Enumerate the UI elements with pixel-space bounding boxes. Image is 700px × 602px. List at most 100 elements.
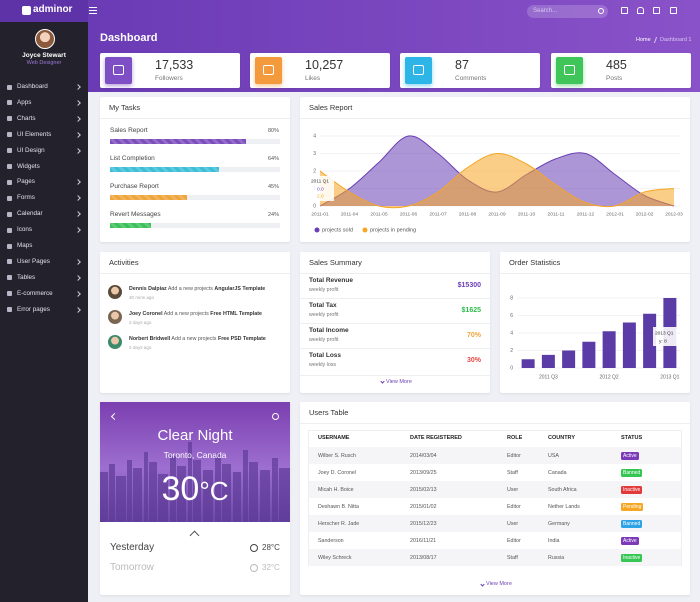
weather-day-icon — [250, 564, 258, 572]
progress-track — [110, 195, 280, 200]
menu-item[interactable]: Pages — [0, 175, 88, 189]
building — [272, 458, 278, 522]
top-icon[interactable] — [621, 7, 628, 14]
table-row-bg — [309, 447, 681, 464]
menu-label: Tables — [17, 273, 36, 281]
stat-label: Followers — [155, 75, 183, 82]
menu-item[interactable]: Calendar — [0, 207, 88, 221]
table-cell: Wilber S. Rusch — [318, 453, 356, 459]
menu-arrow — [75, 259, 81, 265]
summary-value: 30% — [466, 357, 481, 364]
building — [158, 474, 168, 522]
menu-item[interactable]: Dashboard — [0, 80, 88, 94]
summary-more-chevron — [380, 379, 385, 384]
summary-label: Total Income — [309, 327, 349, 334]
table-row-bg — [309, 464, 681, 481]
status-badge: Banned — [621, 520, 643, 528]
table-header: ROLE — [507, 435, 523, 441]
top-icon[interactable] — [637, 7, 644, 14]
building — [260, 470, 270, 522]
progress-bar — [110, 223, 151, 228]
menu-item[interactable]: E-commerce — [0, 287, 88, 301]
menu-arrow — [75, 84, 81, 90]
table-header: DATE REGISTERED — [410, 435, 462, 441]
table-cell: Staff — [507, 470, 518, 476]
table-cell: Editor — [507, 453, 521, 459]
menu-label: Apps — [17, 98, 32, 106]
card-title: Users Table — [309, 408, 349, 417]
summary-more-divider — [300, 375, 490, 376]
brand-bar — [0, 0, 88, 22]
table-header: COUNTRY — [548, 435, 575, 441]
status-badge: Inactive — [621, 554, 643, 562]
menu-item[interactable]: Apps — [0, 96, 88, 110]
top-icon[interactable] — [653, 7, 660, 14]
view-more-link[interactable]: View More — [486, 581, 512, 587]
progress-track — [110, 223, 280, 228]
menu-arrow — [75, 179, 81, 186]
weather-day-temp: 32°C — [262, 563, 280, 572]
menu-arrow — [75, 211, 81, 218]
table-cell: 2013/08/17 — [410, 555, 437, 561]
card: 10,257 Likes — [250, 53, 390, 88]
avatar — [35, 29, 55, 49]
stat-value: 485 — [606, 58, 627, 72]
menu-label: Calendar — [17, 210, 43, 218]
table-row-bg — [309, 515, 681, 532]
menu-toggle[interactable] — [89, 7, 97, 14]
task-percent: 64% — [267, 156, 279, 162]
top-icon[interactable] — [670, 7, 677, 14]
activity-item: Free HTML Template — [210, 311, 262, 317]
activity-text: Norbert Bridwell Add a new projects Free… — [129, 336, 266, 342]
table-cell: User — [507, 487, 519, 493]
search-box[interactable]: Search... — [527, 5, 608, 18]
table-cell: South Africa — [548, 487, 577, 493]
menu-item[interactable]: Maps — [0, 239, 88, 253]
building — [193, 460, 201, 522]
building — [116, 476, 126, 522]
weather-day: Yesterday — [110, 542, 155, 553]
building — [100, 472, 108, 522]
view-more-link[interactable]: View More — [386, 379, 412, 385]
building — [233, 472, 241, 522]
weather-toggle[interactable] — [189, 530, 200, 541]
building — [177, 466, 186, 522]
menu-item[interactable]: Charts — [0, 112, 88, 126]
menu-item[interactable]: User Pages — [0, 255, 88, 269]
building — [144, 452, 148, 522]
building — [127, 460, 132, 522]
activity-item: Free PSD Template — [217, 336, 266, 342]
menu-item[interactable]: Tables — [0, 271, 88, 285]
menu-item[interactable]: UI Elements — [0, 128, 88, 142]
table-cell: 2014/03/04 — [410, 453, 437, 459]
menu-item[interactable]: Icons — [0, 223, 88, 237]
building — [243, 450, 248, 522]
menu-item[interactable]: Error pages — [0, 303, 88, 317]
menu-icon — [7, 164, 12, 169]
activity-user: Joey Coronel — [129, 311, 163, 317]
menu-arrow — [75, 147, 81, 154]
menu-item[interactable]: UI Design — [0, 144, 88, 158]
card: Users Table USERNAME DATE REGISTERED ROLE CO… — [300, 402, 690, 595]
menu-arrow — [75, 274, 81, 281]
table-cell: Micah H. Boice — [318, 487, 354, 493]
weather-settings[interactable] — [272, 413, 279, 420]
activity-avatar — [108, 285, 122, 299]
menu-label: Charts — [17, 114, 36, 122]
skyline — [100, 442, 290, 522]
stat-icon — [405, 57, 432, 84]
task-percent: 24% — [267, 212, 279, 218]
menu-item[interactable]: Widgets — [0, 160, 88, 174]
menu-item[interactable]: Forms — [0, 191, 88, 205]
status-badge: Banned — [621, 469, 643, 477]
weather-day-icon — [250, 544, 258, 552]
table-cell: 2013/09/25 — [410, 470, 437, 476]
menu-icon — [7, 307, 12, 313]
menu-arrow — [75, 306, 81, 313]
summary-divider — [300, 348, 490, 349]
progress-bar — [110, 167, 219, 172]
table-cell: 2015/01/02 — [410, 504, 437, 510]
activity-time: 2 days ago — [129, 320, 152, 325]
table-cell: Russia — [548, 555, 565, 561]
